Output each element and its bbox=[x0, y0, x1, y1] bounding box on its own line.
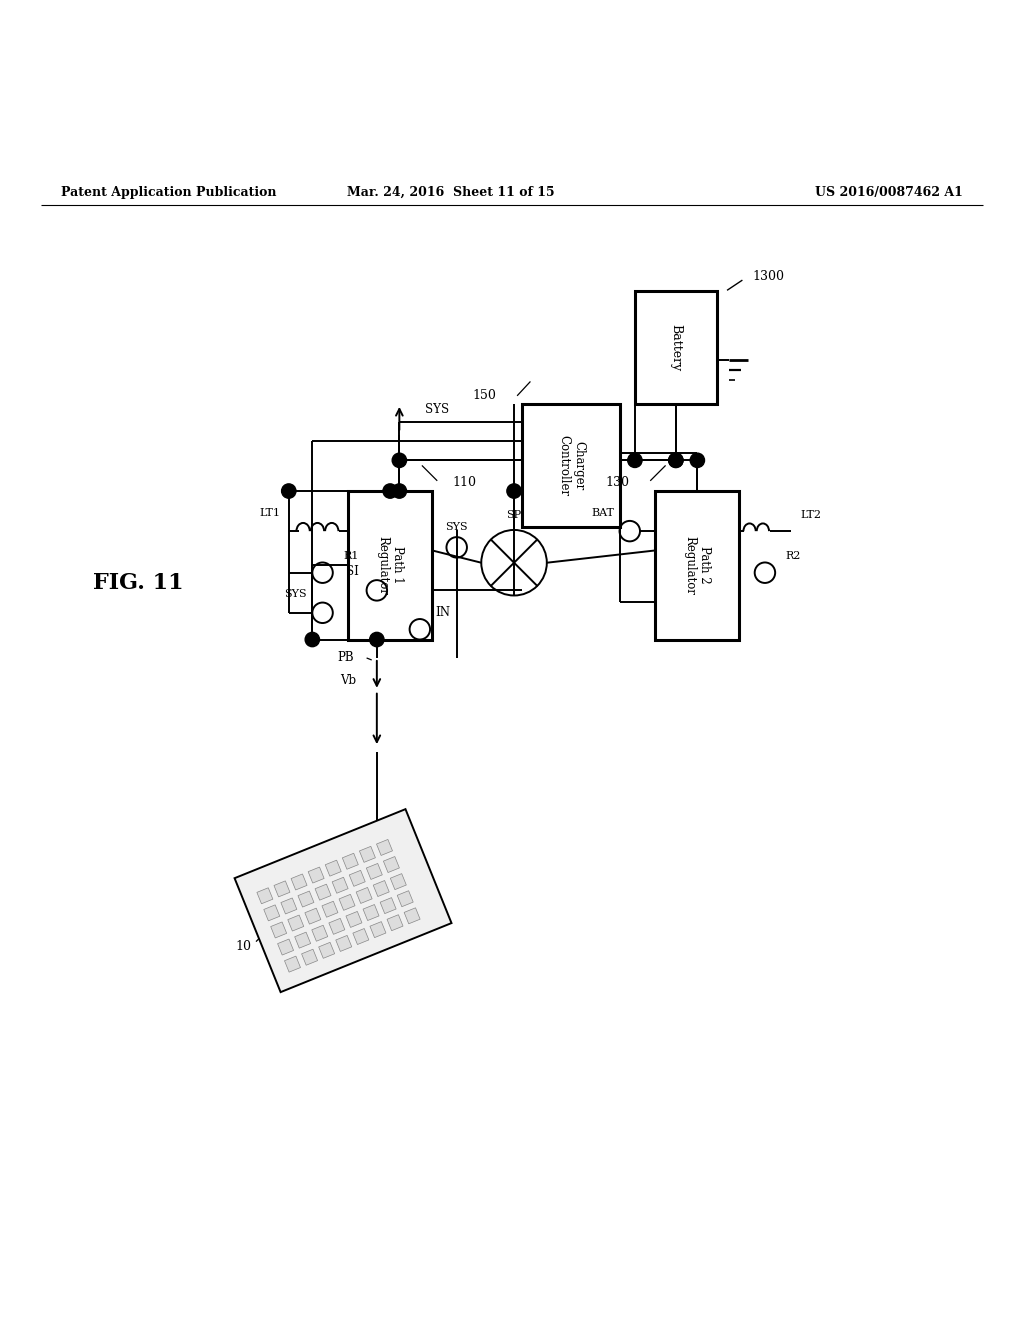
Bar bbox=[288, 915, 304, 931]
Bar bbox=[635, 292, 717, 404]
Bar bbox=[318, 942, 335, 958]
Bar bbox=[257, 888, 272, 904]
Bar bbox=[308, 867, 325, 883]
Text: SYS: SYS bbox=[425, 403, 450, 416]
Bar bbox=[373, 880, 389, 896]
Bar bbox=[311, 925, 328, 941]
Bar bbox=[326, 861, 341, 876]
Text: BAT: BAT bbox=[592, 508, 614, 517]
Circle shape bbox=[507, 484, 521, 498]
Bar bbox=[349, 870, 366, 886]
Text: Path 1
Regulator: Path 1 Regulator bbox=[376, 536, 404, 595]
Text: Patent Application Publication: Patent Application Publication bbox=[61, 186, 276, 198]
Text: FIG. 11: FIG. 11 bbox=[93, 572, 183, 594]
Text: LT2: LT2 bbox=[801, 510, 822, 520]
Text: 110: 110 bbox=[453, 477, 476, 490]
Bar bbox=[329, 919, 345, 935]
Text: 150: 150 bbox=[473, 389, 497, 403]
Text: SYS: SYS bbox=[445, 521, 468, 532]
Circle shape bbox=[392, 453, 407, 467]
Circle shape bbox=[669, 453, 683, 467]
Bar bbox=[264, 906, 280, 921]
Text: SYS: SYS bbox=[285, 589, 307, 599]
Circle shape bbox=[383, 484, 397, 498]
Bar bbox=[234, 809, 452, 993]
Bar bbox=[397, 891, 414, 907]
Circle shape bbox=[392, 484, 407, 498]
Bar bbox=[270, 921, 287, 939]
Text: Vb: Vb bbox=[340, 675, 356, 686]
Bar bbox=[364, 904, 379, 920]
Circle shape bbox=[628, 453, 642, 467]
Bar bbox=[390, 874, 407, 890]
Bar bbox=[404, 908, 420, 924]
Text: PB: PB bbox=[338, 652, 354, 664]
Text: SP: SP bbox=[507, 510, 521, 520]
Circle shape bbox=[690, 453, 705, 467]
Bar bbox=[383, 857, 399, 873]
Bar bbox=[295, 932, 310, 948]
Bar bbox=[356, 887, 372, 903]
Bar bbox=[315, 884, 331, 900]
Bar bbox=[305, 908, 321, 924]
Text: US 2016/0087462 A1: US 2016/0087462 A1 bbox=[815, 186, 963, 198]
Bar bbox=[655, 491, 739, 639]
Bar bbox=[367, 863, 382, 879]
Text: 10: 10 bbox=[236, 940, 252, 953]
Bar bbox=[359, 846, 376, 862]
Circle shape bbox=[669, 453, 683, 467]
Bar bbox=[380, 898, 396, 913]
Bar bbox=[346, 911, 361, 928]
Text: Mar. 24, 2016  Sheet 11 of 15: Mar. 24, 2016 Sheet 11 of 15 bbox=[347, 186, 554, 198]
Bar bbox=[332, 878, 348, 894]
Text: R2: R2 bbox=[785, 552, 801, 561]
Bar bbox=[274, 880, 290, 896]
Text: 130: 130 bbox=[606, 477, 630, 490]
Bar bbox=[387, 915, 403, 931]
Text: R1: R1 bbox=[343, 552, 358, 561]
Bar bbox=[285, 956, 300, 972]
Circle shape bbox=[282, 484, 296, 498]
Bar bbox=[281, 898, 297, 913]
Text: Battery: Battery bbox=[670, 323, 682, 371]
Bar bbox=[353, 928, 369, 945]
Bar bbox=[302, 949, 317, 965]
Text: Charger
Controller: Charger Controller bbox=[557, 434, 585, 496]
Text: IN: IN bbox=[435, 606, 451, 619]
Bar bbox=[377, 840, 392, 855]
Bar bbox=[278, 939, 294, 956]
Bar bbox=[348, 491, 432, 639]
Bar bbox=[322, 902, 338, 917]
Text: LT1: LT1 bbox=[259, 508, 281, 517]
Text: 1300: 1300 bbox=[753, 269, 784, 282]
Text: SI: SI bbox=[345, 565, 358, 578]
Bar bbox=[336, 936, 352, 952]
Bar bbox=[298, 891, 314, 907]
Circle shape bbox=[305, 632, 319, 647]
Text: Path 2
Regulator: Path 2 Regulator bbox=[683, 536, 712, 595]
Circle shape bbox=[370, 632, 384, 647]
Bar bbox=[370, 921, 386, 937]
Bar bbox=[342, 853, 358, 870]
Bar bbox=[339, 895, 355, 911]
Bar bbox=[522, 404, 620, 527]
Bar bbox=[291, 874, 307, 890]
